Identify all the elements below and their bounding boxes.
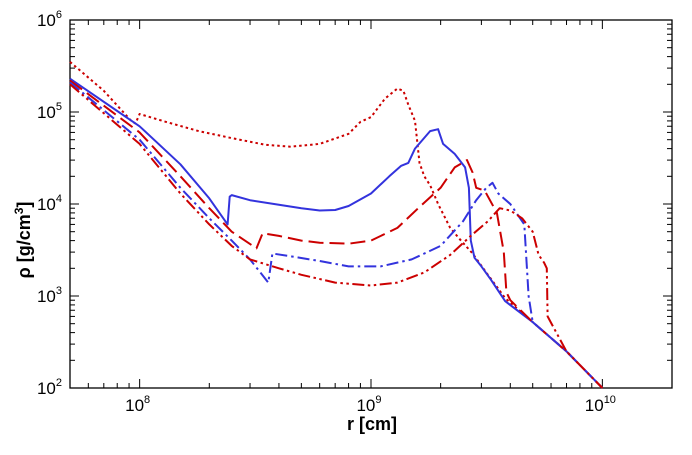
y-axis-title-prefix: ρ [g/cm bbox=[14, 214, 34, 278]
y-tick-label: 104 bbox=[37, 193, 62, 214]
x-tick-label-base: 10 bbox=[125, 396, 144, 415]
x-axis-title: r [cm] bbox=[347, 414, 397, 434]
x-tick-labels: 108 109 1010 bbox=[125, 394, 616, 415]
y-tick-label-exponent: 2 bbox=[56, 377, 62, 389]
y-tick-label: 106 bbox=[37, 9, 62, 30]
y-tick-label-base: 10 bbox=[37, 287, 56, 306]
x-tick-label: 109 bbox=[356, 394, 381, 415]
series-red-dashdotdot-line bbox=[69, 83, 604, 389]
series-group bbox=[69, 61, 604, 389]
plot-frame bbox=[69, 19, 673, 389]
y-axis-title: ρ [g/cm3] bbox=[12, 202, 34, 279]
y-axis-title-suffix: ] bbox=[14, 202, 34, 208]
y-tick-label-exponent: 3 bbox=[56, 285, 62, 297]
y-tick-label-base: 10 bbox=[37, 195, 56, 214]
x-tick-label-exponent: 9 bbox=[375, 394, 381, 406]
x-tick-label-exponent: 8 bbox=[144, 394, 150, 406]
plot-area-border bbox=[69, 19, 673, 389]
x-tick-label: 108 bbox=[125, 394, 150, 415]
y-tick-label-base: 10 bbox=[37, 379, 56, 398]
y-tick-label-exponent: 4 bbox=[56, 193, 62, 205]
series-red-dotted-line bbox=[69, 61, 604, 389]
y-tick-label-base: 10 bbox=[37, 103, 56, 122]
y-tick-label: 102 bbox=[37, 377, 62, 398]
y-tick-label-exponent: 6 bbox=[56, 9, 62, 21]
x-tick-label-base: 10 bbox=[356, 396, 375, 415]
y-tick-label-exponent: 5 bbox=[56, 101, 62, 113]
series-blue-solid-line bbox=[69, 77, 604, 389]
y-tick-label: 103 bbox=[37, 285, 62, 306]
x-tick-label: 1010 bbox=[585, 394, 616, 415]
x-tick-label-base: 10 bbox=[585, 396, 604, 415]
axis-ticks bbox=[69, 19, 673, 389]
y-tick-label: 105 bbox=[37, 101, 62, 122]
y-axis-title-exponent: 3 bbox=[12, 207, 26, 214]
x-tick-label-exponent: 10 bbox=[604, 394, 616, 406]
y-tick-label-base: 10 bbox=[37, 11, 56, 30]
series-red-dashed-line bbox=[69, 79, 604, 389]
series-blue-dashdot-line bbox=[69, 81, 604, 389]
